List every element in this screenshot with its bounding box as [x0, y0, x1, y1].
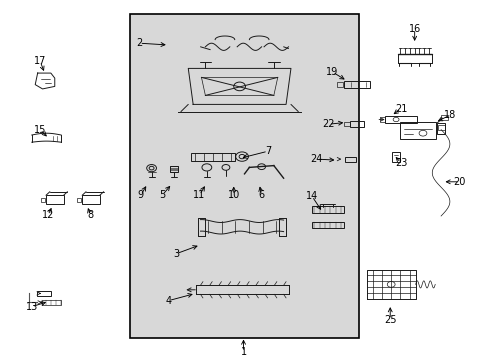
Text: 25: 25	[383, 315, 396, 325]
Text: 15: 15	[34, 125, 46, 135]
Bar	[311, 206, 343, 213]
Text: 7: 7	[264, 146, 270, 156]
Text: 5: 5	[159, 190, 165, 200]
Bar	[437, 125, 444, 130]
Bar	[379, 117, 384, 122]
Bar	[436, 123, 444, 134]
Bar	[311, 222, 343, 228]
Bar	[349, 121, 364, 127]
Bar	[343, 81, 370, 88]
Text: 6: 6	[258, 190, 264, 200]
Text: 16: 16	[407, 24, 420, 34]
Bar	[77, 198, 81, 202]
Bar	[129, 14, 359, 338]
Text: 21: 21	[394, 104, 407, 114]
Text: 9: 9	[138, 190, 143, 200]
Bar	[41, 300, 61, 305]
Bar	[337, 82, 343, 87]
Bar	[384, 116, 416, 123]
Text: 4: 4	[165, 296, 171, 306]
Text: 8: 8	[87, 210, 93, 220]
Text: 24: 24	[310, 154, 323, 164]
Text: 2: 2	[136, 38, 142, 48]
Text: 23: 23	[394, 158, 407, 168]
Text: 13: 13	[25, 302, 38, 312]
Bar	[169, 166, 177, 172]
Text: 3: 3	[173, 249, 179, 259]
Text: 14: 14	[305, 191, 318, 201]
Text: 20: 20	[452, 177, 465, 187]
Text: 22: 22	[322, 119, 334, 129]
Text: 11: 11	[193, 190, 205, 200]
Text: 12: 12	[41, 210, 54, 220]
Bar	[440, 115, 447, 120]
Bar	[82, 195, 100, 204]
Text: 1: 1	[240, 347, 246, 357]
Bar	[190, 153, 234, 161]
Bar	[41, 198, 45, 202]
Bar	[37, 291, 51, 296]
Text: 19: 19	[325, 67, 338, 77]
Bar	[344, 157, 355, 162]
Text: 10: 10	[227, 190, 240, 200]
Bar	[391, 152, 399, 162]
Text: 17: 17	[34, 56, 46, 66]
Text: 18: 18	[443, 110, 455, 120]
Bar	[344, 122, 349, 126]
Bar	[46, 195, 63, 204]
Bar	[400, 122, 435, 139]
